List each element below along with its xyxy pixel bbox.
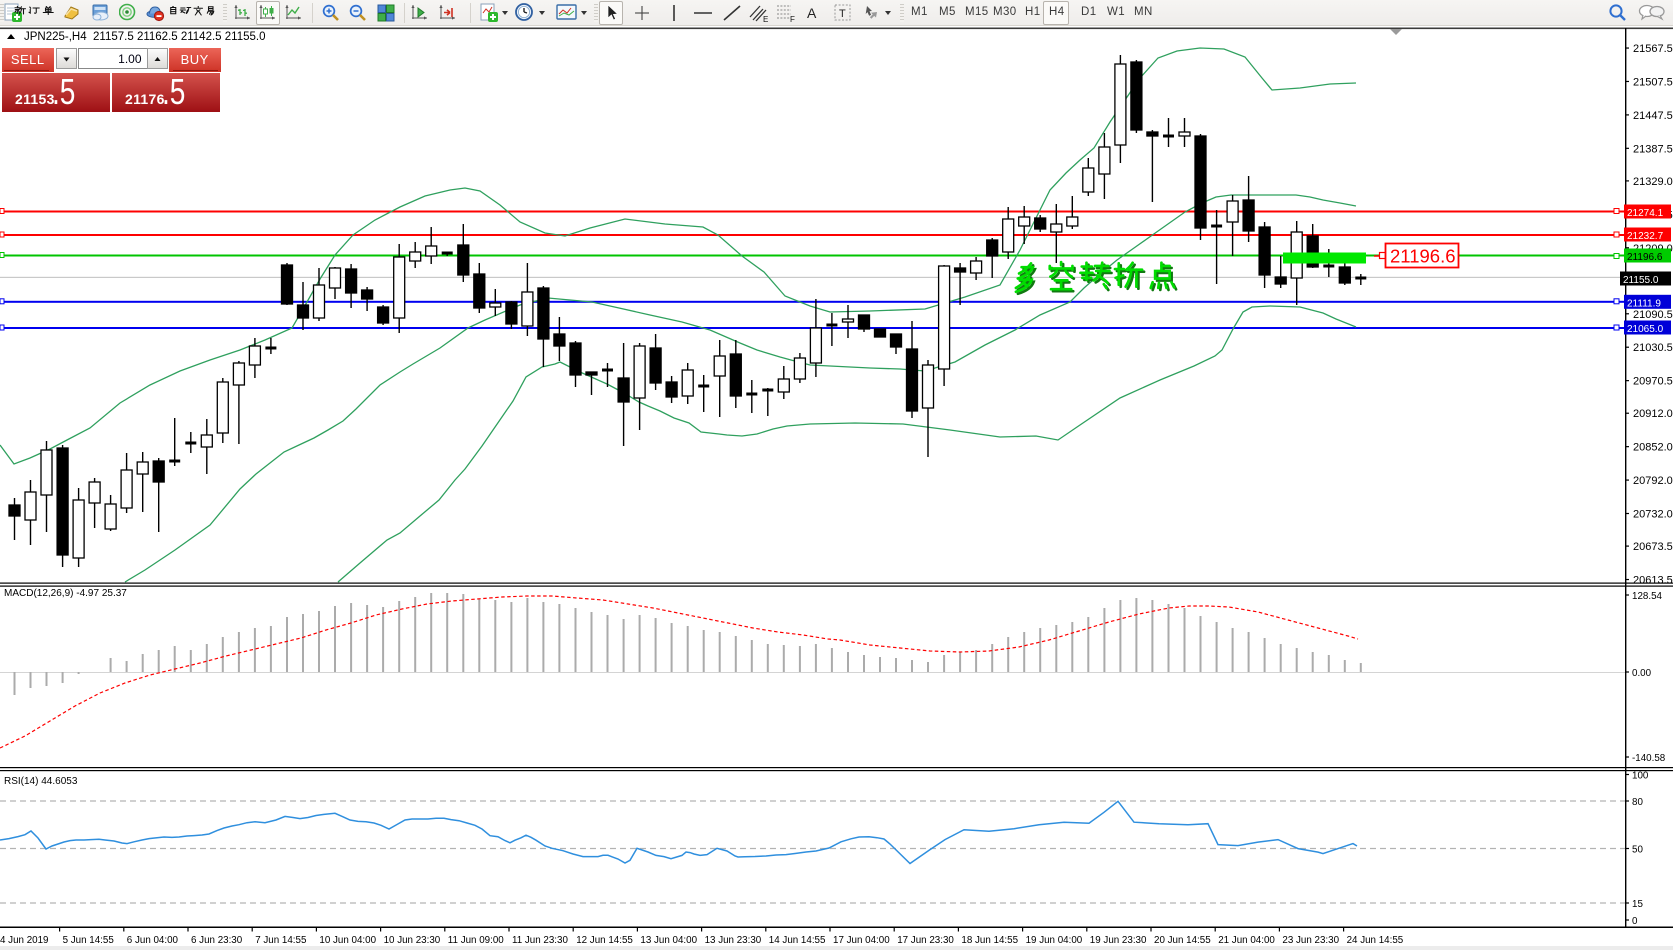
svg-text:0: 0 — [1632, 916, 1638, 927]
svg-text:20970.5: 20970.5 — [1633, 376, 1673, 388]
svg-text:19 Jun 23:30: 19 Jun 23:30 — [1090, 935, 1147, 946]
svg-text:10 Jun 23:30: 10 Jun 23:30 — [384, 935, 441, 946]
svg-text:17 Jun 23:30: 17 Jun 23:30 — [897, 935, 954, 946]
svg-text:6 Jun 04:00: 6 Jun 04:00 — [127, 935, 179, 946]
svg-text:-140.58: -140.58 — [1632, 753, 1666, 764]
svg-text:11 Jun 09:00: 11 Jun 09:00 — [448, 935, 504, 946]
svg-text:10 Jun 04:00: 10 Jun 04:00 — [319, 935, 376, 946]
svg-text:20613.5: 20613.5 — [1633, 575, 1673, 587]
svg-text:21232.7: 21232.7 — [1627, 231, 1664, 242]
svg-text:12 Jun 14:55: 12 Jun 14:55 — [576, 935, 633, 946]
svg-text:21111.9: 21111.9 — [1627, 298, 1661, 309]
svg-text:15: 15 — [1632, 899, 1643, 910]
svg-text:100: 100 — [1632, 770, 1649, 781]
svg-text:E: E — [763, 15, 768, 23]
svg-text:11 Jun 23:30: 11 Jun 23:30 — [512, 935, 568, 946]
svg-text:5 Jun 14:55: 5 Jun 14:55 — [63, 935, 115, 946]
svg-text:21090.5: 21090.5 — [1633, 309, 1673, 321]
svg-text:0.00: 0.00 — [1632, 668, 1652, 679]
svg-text:19 Jun 04:00: 19 Jun 04:00 — [1026, 935, 1083, 946]
svg-text:50: 50 — [1632, 844, 1643, 855]
svg-text:21065.0: 21065.0 — [1627, 324, 1664, 335]
svg-text:6 Jun 23:30: 6 Jun 23:30 — [191, 935, 243, 946]
svg-text:F: F — [790, 15, 795, 23]
svg-text:13 Jun 23:30: 13 Jun 23:30 — [705, 935, 762, 946]
svg-text:21155.0: 21155.0 — [1623, 275, 1659, 286]
svg-text:4 Jun 2019: 4 Jun 2019 — [0, 935, 48, 946]
svg-text:21567.5: 21567.5 — [1633, 43, 1673, 55]
svg-text:RSI(14) 44.6053: RSI(14) 44.6053 — [4, 776, 78, 787]
svg-text:21387.5: 21387.5 — [1633, 143, 1673, 155]
svg-text:21329.0: 21329.0 — [1633, 176, 1673, 188]
svg-text:21196.6: 21196.6 — [1390, 246, 1456, 267]
svg-text:128.54: 128.54 — [1632, 591, 1663, 602]
svg-text:T: T — [839, 8, 846, 20]
svg-text:7 Jun 14:55: 7 Jun 14:55 — [255, 935, 307, 946]
svg-text:13 Jun 04:00: 13 Jun 04:00 — [640, 935, 697, 946]
svg-text:24 Jun 14:55: 24 Jun 14:55 — [1347, 935, 1404, 946]
svg-text:21030.5: 21030.5 — [1633, 342, 1673, 354]
svg-text:20852.0: 20852.0 — [1633, 442, 1673, 454]
svg-text:21507.5: 21507.5 — [1633, 76, 1673, 88]
svg-text:21 Jun 04:00: 21 Jun 04:00 — [1218, 935, 1275, 946]
svg-text:21447.5: 21447.5 — [1633, 110, 1673, 122]
svg-text:14 Jun 14:55: 14 Jun 14:55 — [769, 935, 826, 946]
svg-text:20792.0: 20792.0 — [1633, 475, 1673, 487]
svg-text:MACD(12,26,9) -4.97 25.37: MACD(12,26,9) -4.97 25.37 — [4, 588, 127, 599]
svg-text:21274.1: 21274.1 — [1627, 208, 1664, 219]
svg-text:20732.0: 20732.0 — [1633, 509, 1673, 521]
svg-text:23 Jun 23:30: 23 Jun 23:30 — [1282, 935, 1339, 946]
svg-text:20673.5: 20673.5 — [1633, 541, 1673, 553]
svg-text:80: 80 — [1632, 797, 1643, 808]
svg-text:20912.0: 20912.0 — [1633, 408, 1673, 420]
svg-text:17 Jun 04:00: 17 Jun 04:00 — [833, 935, 890, 946]
svg-text:20 Jun 14:55: 20 Jun 14:55 — [1154, 935, 1211, 946]
svg-text:18 Jun 14:55: 18 Jun 14:55 — [961, 935, 1018, 946]
svg-text:21196.6: 21196.6 — [1627, 252, 1663, 263]
